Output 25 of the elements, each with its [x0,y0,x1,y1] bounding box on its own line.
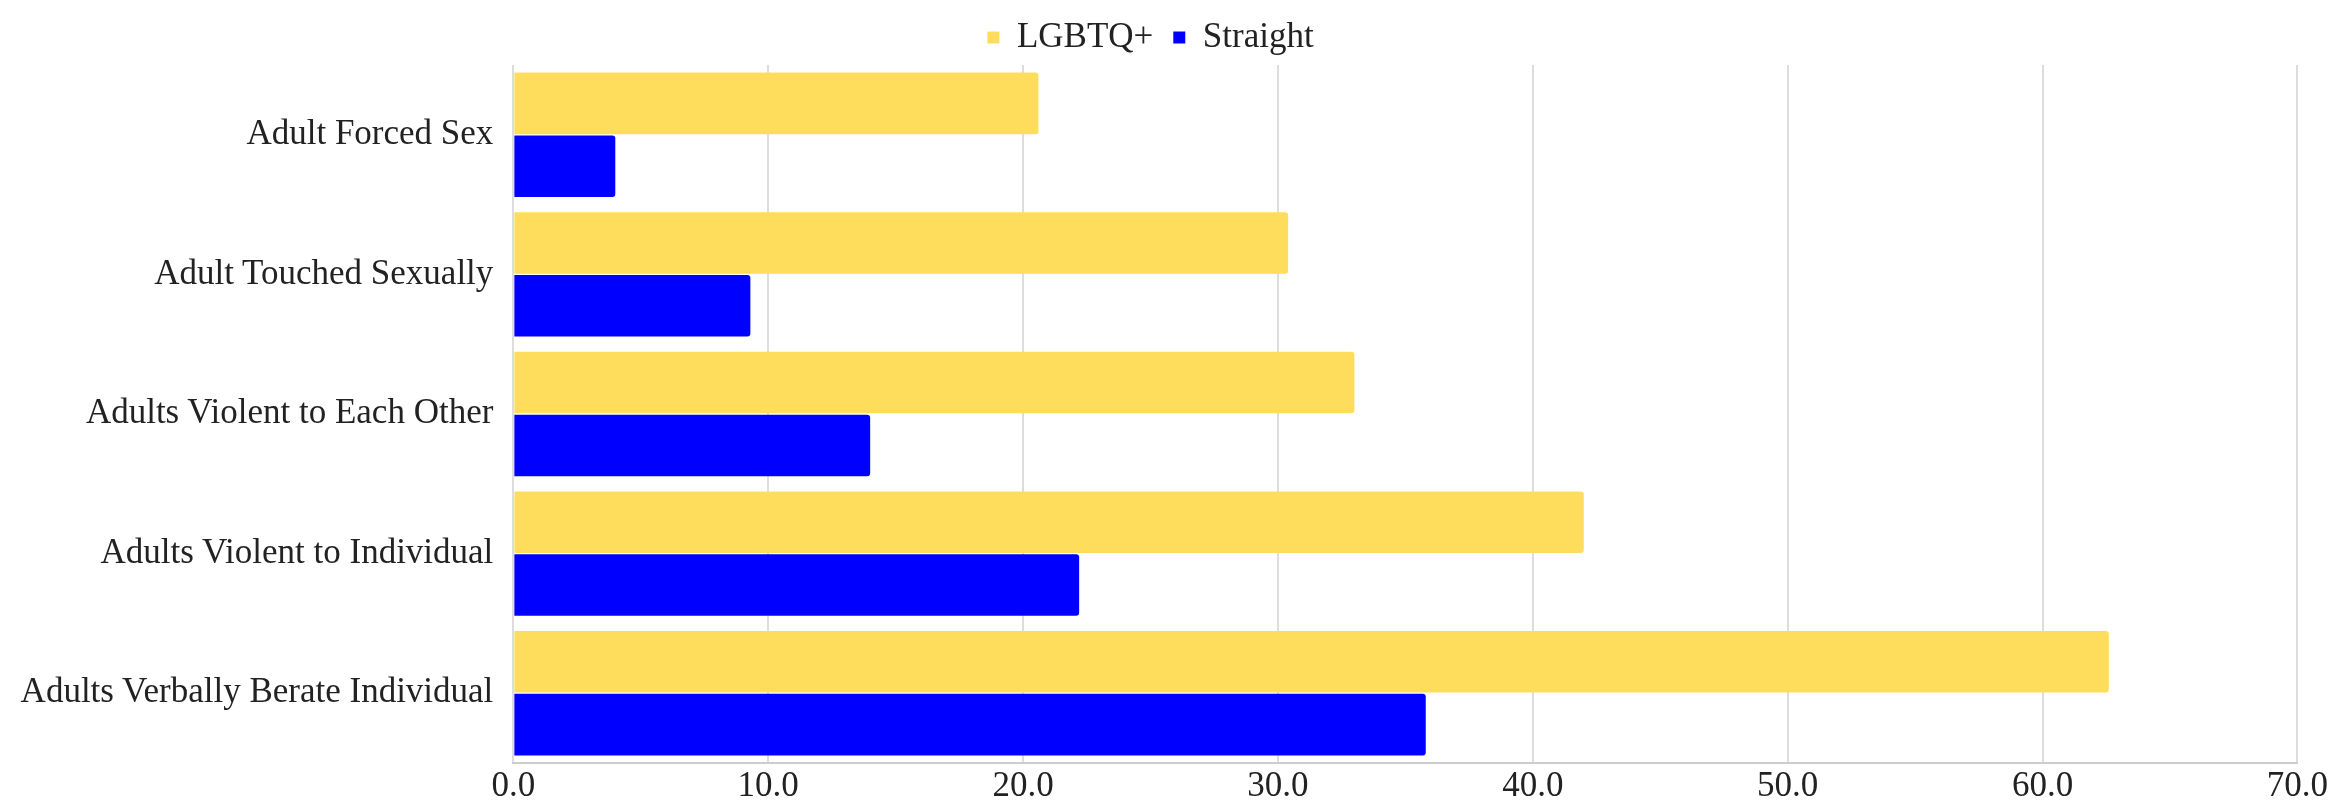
x-tick-label: 30.0 [1247,765,1309,805]
legend-label: Straight [1202,15,1314,55]
y-tick-label: Adult Touched Sexually [154,252,494,292]
bar [514,212,1289,274]
bar [514,275,751,337]
x-tick-label: 0.0 [491,765,536,805]
y-tick-label: Adult Forced Sex [246,112,494,152]
y-tick-label: Adults Verbally Berate Individual [20,671,494,711]
bar [514,351,1355,414]
bar [514,414,871,477]
bar [514,491,1584,553]
x-tick-label: 40.0 [1502,765,1564,805]
bar [514,693,1426,756]
x-tick-label: 70.0 [2266,765,2328,805]
bar [514,72,1039,135]
legend-label: LGBTQ+ [1016,15,1154,55]
x-tick-label: 50.0 [1757,765,1819,805]
bar [514,554,1080,616]
bar [514,631,2109,693]
bar [514,135,616,197]
x-tick-label: 60.0 [2011,765,2074,805]
x-tick-label: 10.0 [737,765,799,805]
y-tick-label: Adults Violent to Each Other [85,392,494,432]
x-tick-label: 20.0 [992,765,1054,805]
y-tick-label: Adults Violent to Individual [100,531,494,571]
